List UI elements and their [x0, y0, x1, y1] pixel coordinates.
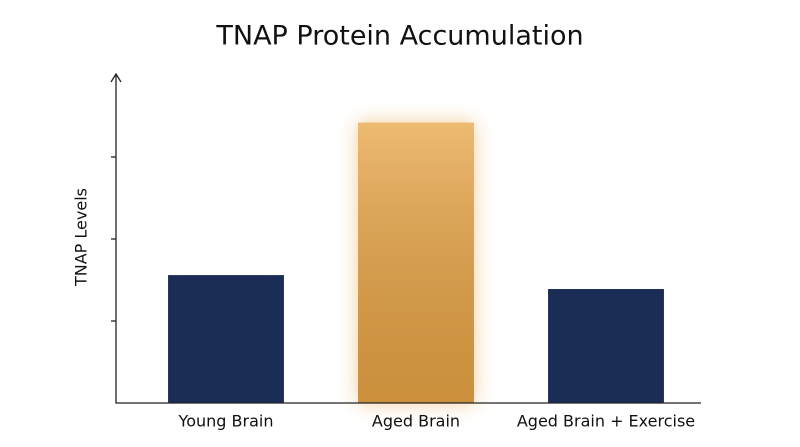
plot-area [168, 122, 664, 403]
y-axis-arrow [110, 72, 122, 83]
chart-title: TNAP Protein Accumulation [215, 21, 583, 52]
x-tick-label: Young Brain [178, 412, 274, 431]
y-axis-label: TNAP Levels [72, 188, 91, 287]
axes [115, 75, 701, 404]
bar [168, 275, 284, 403]
bar [548, 289, 664, 403]
x-tick-label: Aged Brain [372, 412, 460, 431]
bar-shade [358, 122, 474, 403]
x-tick-label: Aged Brain + Exercise [517, 412, 695, 431]
